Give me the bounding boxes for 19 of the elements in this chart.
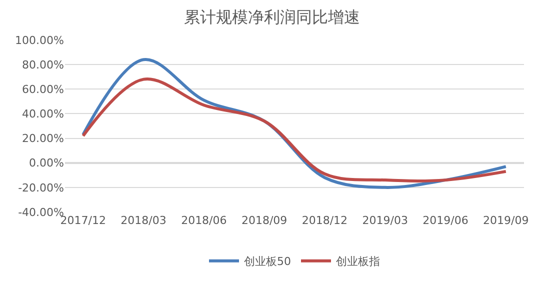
x-tick-label: 2019/09 bbox=[483, 214, 529, 227]
y-tick-label: 80.00% bbox=[22, 58, 64, 72]
y-tick-label: 0.00% bbox=[29, 156, 64, 170]
line-series bbox=[82, 78, 508, 182]
y-tick-label: -40.00% bbox=[18, 206, 64, 219]
y-tick-label: 20.00% bbox=[22, 132, 64, 146]
y-tick-label: 100.00% bbox=[15, 34, 64, 47]
x-tick-label: 2018/03 bbox=[120, 214, 166, 227]
legend-label: 创业板50 bbox=[244, 255, 291, 268]
y-tick-label: 60.00% bbox=[22, 82, 64, 96]
chart-title: 累计规模净利润同比增速 bbox=[184, 8, 360, 27]
x-tick-label: 2018/09 bbox=[241, 214, 288, 227]
x-tick-label: 2019/03 bbox=[362, 214, 408, 227]
x-tick-label: 2018/06 bbox=[181, 214, 227, 227]
x-tick-label: 2019/06 bbox=[422, 214, 468, 227]
y-tick-label: -20.00% bbox=[18, 181, 64, 194]
y-tick-label: 40.00% bbox=[22, 108, 64, 121]
x-tick-label: 2018/12 bbox=[302, 214, 348, 227]
legend-label: 创业板指 bbox=[336, 255, 380, 268]
